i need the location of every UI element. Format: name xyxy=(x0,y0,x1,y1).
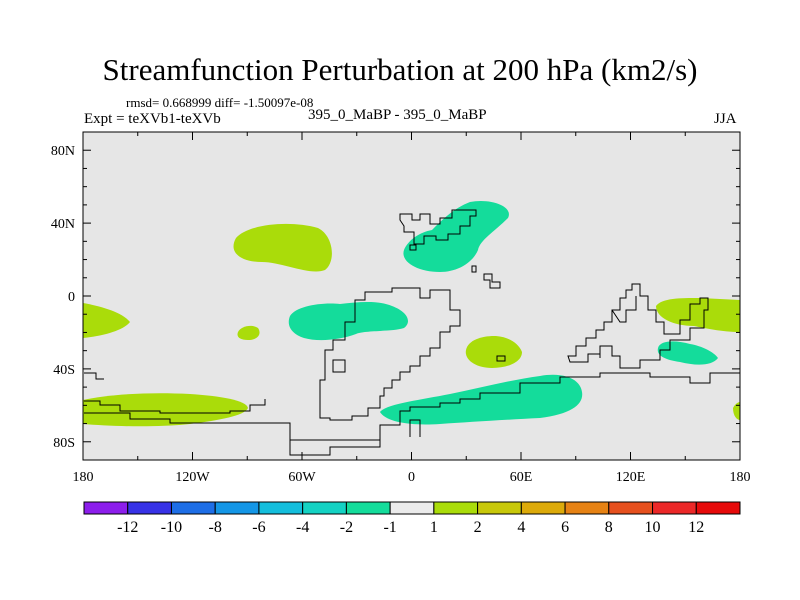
experiment-label: Expt = teXVb1-teXVb xyxy=(84,111,221,127)
colorbar-label: 6 xyxy=(561,519,569,536)
stats-label: rmsd= 0.668999 diff= -1.50097e-08 xyxy=(126,95,314,110)
colorbar-swatch xyxy=(83,501,129,515)
coastline xyxy=(496,355,506,362)
colorbar-label: 4 xyxy=(517,519,525,536)
colorbar-swatch xyxy=(520,501,566,515)
anomaly-southern-ocean-negative xyxy=(380,374,583,425)
anomaly-north-pacific-positive xyxy=(233,223,332,272)
colorbar-label: -6 xyxy=(252,519,265,536)
colorbar-label: -8 xyxy=(209,519,222,536)
colorbar-swatch xyxy=(477,501,522,515)
colorbar-swatch xyxy=(258,501,304,515)
colorbar-swatch xyxy=(608,501,654,515)
colorbar-swatch xyxy=(389,501,435,515)
colorbar-swatch xyxy=(652,501,697,515)
colorbar-label: -1 xyxy=(383,519,396,536)
anomaly-indian-ocean-positive xyxy=(465,336,522,368)
colorbar-label: -2 xyxy=(340,519,353,536)
x-tick-label: 60W xyxy=(288,470,316,485)
anomaly-central-pacific-positive xyxy=(237,325,260,340)
x-tick-label: 60E xyxy=(510,470,533,485)
case-label: 395_0_MaBP - 395_0_MaBP xyxy=(308,107,487,123)
anomaly-south-pacific-positive xyxy=(83,393,248,427)
colorbar-label: 1 xyxy=(430,519,438,536)
y-tick-label: 80N xyxy=(51,144,75,159)
y-tick-label: 0 xyxy=(68,290,75,305)
y-tick-label: 80S xyxy=(53,436,75,451)
colorbar-swatch xyxy=(345,501,391,515)
y-tick-label: 40S xyxy=(53,363,75,378)
chart-title: Streamfunction Perturbation at 200 hPa (… xyxy=(102,52,698,87)
anomaly-east-pacific-positive xyxy=(83,303,130,338)
x-tick-label: 180 xyxy=(73,470,94,485)
colorbar-label: 2 xyxy=(474,519,482,536)
colorbar-swatch xyxy=(214,501,260,515)
colorbar-label: 8 xyxy=(605,519,613,536)
colorbar-swatch xyxy=(433,501,479,515)
colorbar-swatch xyxy=(695,501,741,515)
anomaly-australia-negative xyxy=(657,341,718,365)
colorbar-swatch xyxy=(302,501,347,515)
colorbar-label: -10 xyxy=(161,519,182,536)
colorbar-swatch xyxy=(564,501,610,515)
anomaly-south-america-negative xyxy=(288,302,408,341)
anomaly-west-pacific-positive xyxy=(656,298,740,332)
anomaly-dateline-positive xyxy=(733,402,740,420)
y-tick-label: 40N xyxy=(51,217,75,232)
x-tick-label: 120E xyxy=(616,470,646,485)
colorbar-label: 10 xyxy=(645,519,661,536)
x-tick-label: 120W xyxy=(175,470,210,485)
coastline xyxy=(84,209,740,456)
anomaly-central-asia-negative xyxy=(403,200,509,272)
colorbar-label: -4 xyxy=(296,519,309,536)
x-tick-label: 180 xyxy=(730,470,751,485)
colorbar-swatch xyxy=(170,501,216,515)
colorbar-label: -12 xyxy=(117,519,138,536)
colorbar-swatch xyxy=(127,501,172,515)
season-label: JJA xyxy=(714,111,737,127)
x-tick-label: 0 xyxy=(408,470,415,485)
colorbar-label: 12 xyxy=(688,519,704,536)
